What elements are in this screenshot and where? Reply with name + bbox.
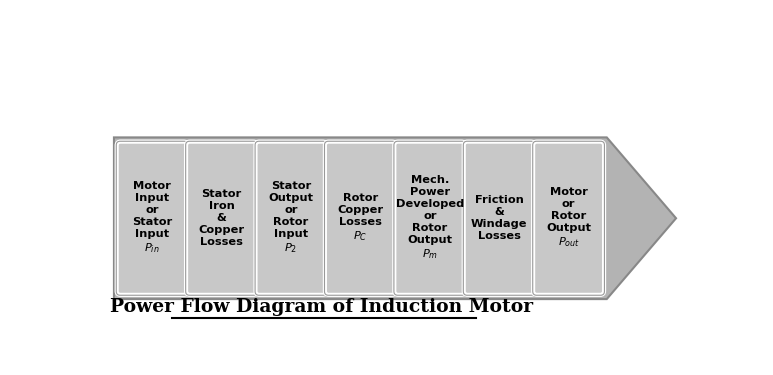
Polygon shape xyxy=(114,137,676,299)
FancyBboxPatch shape xyxy=(186,142,257,295)
FancyBboxPatch shape xyxy=(533,142,604,295)
Text: Stator
Output
or
Rotor
Input
$P_2$: Stator Output or Rotor Input $P_2$ xyxy=(268,181,313,255)
FancyBboxPatch shape xyxy=(325,142,396,295)
FancyBboxPatch shape xyxy=(464,142,535,295)
Text: Rotor
Copper
Losses
$P_C$: Rotor Copper Losses $P_C$ xyxy=(337,193,383,243)
FancyBboxPatch shape xyxy=(117,142,188,295)
Text: Motor
or
Rotor
Output
$P_{out}$: Motor or Rotor Output $P_{out}$ xyxy=(546,187,591,249)
Text: Motor
Input
or
Stator
Input
$P_{in}$: Motor Input or Stator Input $P_{in}$ xyxy=(132,181,172,255)
Text: Friction
&
Windage
Losses: Friction & Windage Losses xyxy=(471,195,527,241)
FancyBboxPatch shape xyxy=(394,142,465,295)
Text: Stator
Iron
&
Copper
Losses: Stator Iron & Copper Losses xyxy=(199,189,244,247)
FancyBboxPatch shape xyxy=(255,142,326,295)
Text: Power Flow Diagram of Induction Motor: Power Flow Diagram of Induction Motor xyxy=(111,298,533,316)
Text: Mech.
Power
Developed
or
Rotor
Output
$P_m$: Mech. Power Developed or Rotor Output $P… xyxy=(396,175,464,261)
